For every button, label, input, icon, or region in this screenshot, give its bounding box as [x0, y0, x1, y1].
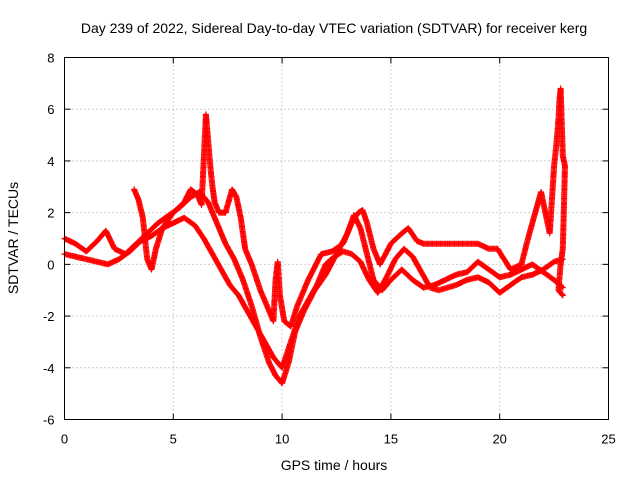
x-tick-label: 15	[384, 432, 398, 447]
series-track-b	[61, 214, 566, 371]
x-tick-label: 10	[275, 432, 289, 447]
grid	[64, 57, 609, 420]
x-tick-label: 5	[170, 432, 177, 447]
y-axis-label: SDTVAR / TECUs	[5, 182, 21, 294]
x-tick-label: 20	[492, 432, 506, 447]
data-marks	[61, 85, 568, 387]
y-tick-label: -4	[43, 361, 55, 376]
y-tick-label: -2	[43, 309, 55, 324]
y-tick-label: 6	[47, 102, 54, 117]
data-point	[559, 291, 566, 298]
y-tick-label: -6	[43, 413, 55, 428]
y-tick-label: 4	[47, 154, 54, 169]
x-axis-label: GPS time / hours	[281, 457, 388, 473]
x-tick-label: 25	[601, 432, 615, 447]
plot-frame	[64, 57, 609, 420]
data-point	[559, 292, 566, 299]
chart-title: Day 239 of 2022, Sidereal Day-to-day VTE…	[81, 20, 587, 36]
axis-ticks: 0 5 10 15 20 25 -6 -4 -2 0 2 4 6 8	[43, 51, 616, 447]
y-tick-label: 8	[47, 51, 54, 66]
y-tick-label: 2	[47, 206, 54, 221]
series-track-c	[131, 85, 568, 330]
x-tick-label: 0	[61, 432, 68, 447]
y-tick-label: 0	[47, 257, 54, 272]
